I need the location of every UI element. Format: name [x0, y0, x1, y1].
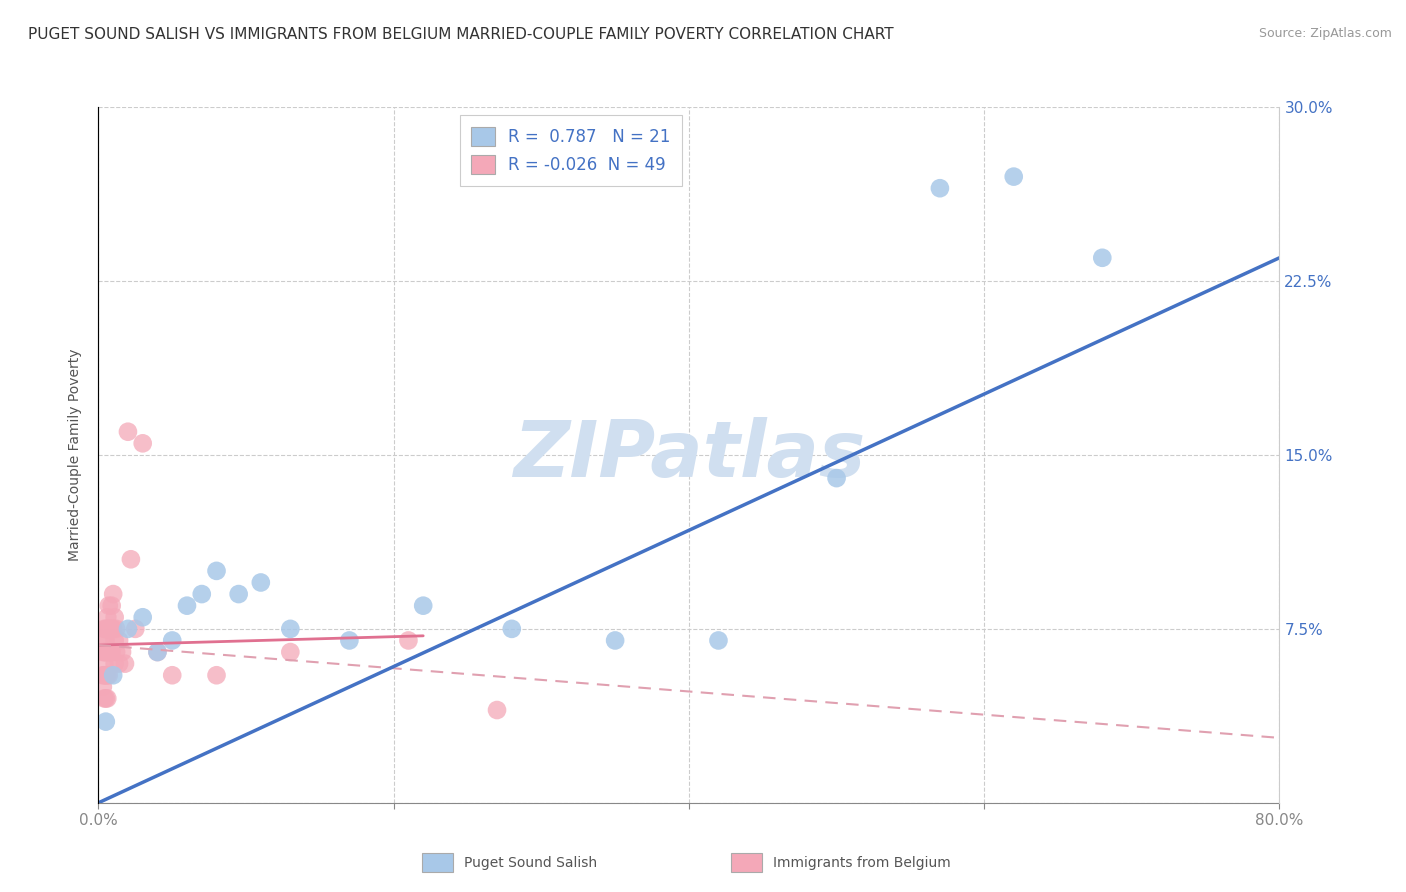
Bar	[422, 853, 453, 872]
Point	[146, 645, 169, 659]
Point	[205, 564, 228, 578]
Point	[278, 622, 302, 636]
Point	[396, 633, 419, 648]
Point	[111, 645, 134, 659]
Point	[93, 657, 115, 671]
Bar	[731, 853, 762, 872]
Point	[191, 587, 214, 601]
Point	[825, 471, 848, 485]
Point	[93, 633, 115, 648]
Point	[162, 668, 183, 682]
Point	[501, 622, 523, 636]
Point	[605, 633, 627, 648]
Point	[124, 622, 146, 636]
Point	[339, 633, 360, 648]
Point	[120, 552, 142, 566]
Y-axis label: Married-Couple Family Poverty: Married-Couple Family Poverty	[69, 349, 83, 561]
Point	[94, 633, 117, 648]
Point	[94, 622, 117, 636]
Point	[100, 599, 122, 613]
Point	[100, 645, 122, 659]
Point	[176, 599, 198, 613]
Point	[97, 622, 120, 636]
Point	[94, 691, 117, 706]
Point	[103, 622, 125, 636]
Point	[91, 645, 114, 659]
Text: Puget Sound Salish: Puget Sound Salish	[464, 855, 598, 870]
Point	[108, 633, 131, 648]
Point	[104, 657, 127, 671]
Point	[205, 668, 228, 682]
Point	[412, 599, 434, 613]
Point	[96, 691, 118, 706]
Point	[94, 668, 117, 682]
Point	[96, 610, 118, 624]
Point	[97, 645, 120, 659]
Point	[250, 575, 273, 590]
Point	[146, 645, 169, 659]
Point	[1002, 169, 1025, 184]
Point	[114, 657, 136, 671]
Point	[93, 691, 115, 706]
Point	[486, 703, 509, 717]
Point	[100, 622, 122, 636]
Point	[94, 645, 117, 659]
Point	[96, 622, 118, 636]
Point	[98, 622, 121, 636]
Text: PUGET SOUND SALISH VS IMMIGRANTS FROM BELGIUM MARRIED-COUPLE FAMILY POVERTY CORR: PUGET SOUND SALISH VS IMMIGRANTS FROM BE…	[28, 27, 894, 42]
Point	[132, 436, 155, 450]
Point	[928, 181, 950, 195]
Point	[105, 622, 128, 636]
Point	[278, 645, 302, 659]
Point	[228, 587, 250, 601]
Point	[91, 680, 114, 694]
Text: Immigrants from Belgium: Immigrants from Belgium	[773, 855, 950, 870]
Point	[117, 622, 139, 636]
Point	[132, 610, 155, 624]
Point	[97, 599, 120, 613]
Point	[93, 668, 115, 682]
Point	[707, 633, 730, 648]
Text: ZIPatlas: ZIPatlas	[513, 417, 865, 493]
Point	[98, 645, 121, 659]
Point	[1091, 251, 1114, 265]
Point	[97, 668, 120, 682]
Text: Source: ZipAtlas.com: Source: ZipAtlas.com	[1258, 27, 1392, 40]
Legend: R =  0.787   N = 21, R = -0.026  N = 49: R = 0.787 N = 21, R = -0.026 N = 49	[460, 115, 682, 186]
Point	[104, 610, 127, 624]
Point	[96, 645, 118, 659]
Point	[105, 645, 128, 659]
Point	[103, 587, 125, 601]
Point	[117, 425, 139, 439]
Point	[91, 668, 114, 682]
Point	[94, 714, 117, 729]
Point	[104, 633, 127, 648]
Point	[108, 657, 131, 671]
Point	[96, 668, 118, 682]
Point	[93, 645, 115, 659]
Point	[162, 633, 183, 648]
Point	[103, 668, 125, 682]
Point	[93, 622, 115, 636]
